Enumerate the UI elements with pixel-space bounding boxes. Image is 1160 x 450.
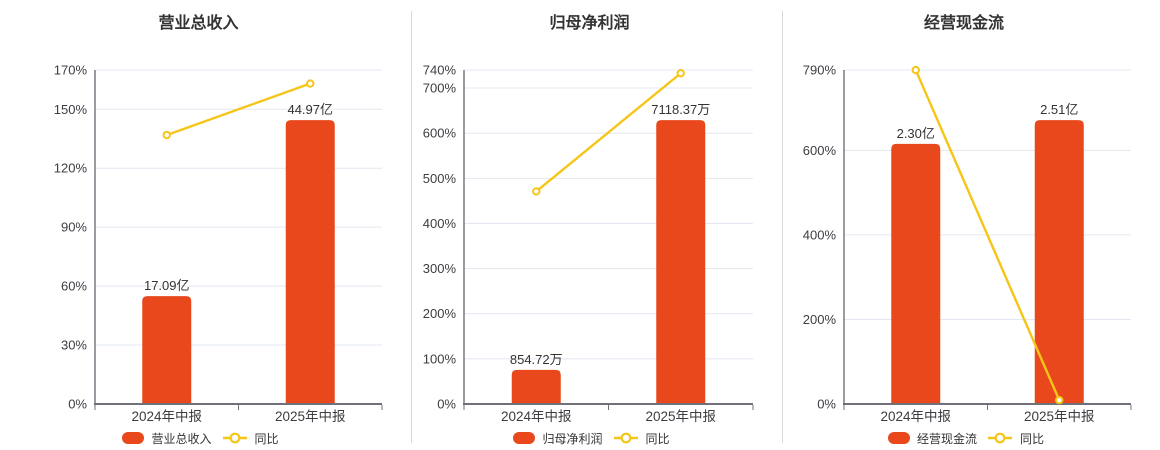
yoy-marker-2025年中报[interactable] <box>1055 395 1064 405</box>
legend-item-cash-flow-yoy[interactable]: 同比 <box>987 430 1044 447</box>
panel-total-revenue: 营业总收入 0% 30% 60% 90% 120% 150% 170% 17.09亿 44.97… <box>0 0 411 450</box>
legend-item-net-profit-yoy[interactable]: 同比 <box>613 430 670 447</box>
chart-text: 854.72万 <box>510 352 563 367</box>
panel-divider <box>411 11 412 443</box>
line-marker-icon <box>613 432 638 444</box>
bar-2025年中报[interactable] <box>1034 120 1084 404</box>
chart-text: 2.51亿 <box>1040 102 1078 117</box>
yoy-marker-2025年中报[interactable] <box>306 79 315 88</box>
legend-item-revenue-yoy[interactable]: 同比 <box>222 430 279 447</box>
chart-text: 300% <box>423 261 457 276</box>
chart-title-net-profit: 归母净利润 <box>549 15 630 32</box>
cash-flow-chart-legend: 经营现金流 同比 <box>782 430 1150 446</box>
chart-text: 170% <box>54 63 88 78</box>
bar-swatch-icon <box>513 432 536 444</box>
legend-label-bar: 归母净利润 <box>542 431 603 446</box>
legend-item-cash-flow-bar[interactable]: 经营现金流 <box>887 430 977 447</box>
chart-text: 0% <box>68 397 87 412</box>
yoy-marker-2024年中报[interactable] <box>532 187 541 196</box>
panel-net-profit: 归母净利润 0% 100% 200% 300% 400% 500% 600% 700% 740%… <box>411 0 782 450</box>
chart-text: 2024年中报 <box>131 409 202 424</box>
chart-text: 7118.37万 <box>651 102 710 117</box>
chart-text: 790% <box>803 63 837 78</box>
chart-title-revenue: 营业总收入 <box>158 15 239 32</box>
revenue-chart-legend: 营业总收入 同比 <box>0 430 401 446</box>
chart-text: 2024年中报 <box>880 409 951 424</box>
panel-operating-cash-flow: 经营现金流 0% 200% 400% 600% 790% 2.30亿 2.51亿 2024年中… <box>782 0 1160 450</box>
yoy-line[interactable] <box>535 72 682 193</box>
bar-2024年中报[interactable] <box>511 369 561 404</box>
yoy-line[interactable] <box>914 69 1061 401</box>
legend-label-line: 同比 <box>645 431 670 446</box>
chart-text: 30% <box>61 338 87 353</box>
chart-text: 2.30亿 <box>897 126 935 141</box>
legend-label-line: 同比 <box>1020 431 1045 446</box>
chart-text: 600% <box>423 126 457 141</box>
chart-text: 0% <box>437 397 456 412</box>
bar-2025年中报[interactable] <box>656 120 706 404</box>
net-profit-chart-plot[interactable]: 0% 100% 200% 300% 400% 500% 600% 700% 740% 854.72… <box>411 0 782 450</box>
chart-text: 90% <box>61 220 87 235</box>
chart-text: 17.09亿 <box>144 278 190 293</box>
chart-text: 2025年中报 <box>645 409 716 424</box>
legend-item-net-profit-bar[interactable]: 归母净利润 <box>513 430 603 447</box>
chart-text: 150% <box>54 102 88 117</box>
legend-label-bar: 经营现金流 <box>916 431 977 446</box>
yoy-marker-2024年中报[interactable] <box>162 130 171 140</box>
chart-text: 2024年中报 <box>501 409 572 424</box>
chart-text: 2025年中报 <box>1024 409 1095 424</box>
legend-item-revenue-bar[interactable]: 营业总收入 <box>122 430 212 447</box>
panel-divider <box>782 11 783 443</box>
chart-text: 100% <box>423 351 457 366</box>
bar-swatch-icon <box>122 432 145 444</box>
yoy-marker-2025年中报[interactable] <box>676 69 685 78</box>
chart-title-cash-flow: 经营现金流 <box>923 15 1004 32</box>
yoy-line[interactable] <box>166 82 311 137</box>
chart-text: 0% <box>817 397 836 412</box>
chart-text: 400% <box>803 227 837 242</box>
legend-label-line: 同比 <box>254 431 279 446</box>
yoy-marker-2024年中报[interactable] <box>911 65 920 75</box>
chart-text: 120% <box>54 161 88 176</box>
revenue-chart-plot[interactable]: 0% 30% 60% 90% 120% 150% 170% 17.09亿 44.97亿 2024年… <box>0 0 411 450</box>
chart-text: 200% <box>423 306 457 321</box>
chart-text: 700% <box>423 81 457 96</box>
chart-text: 44.97亿 <box>287 102 333 117</box>
chart-text: 2025年中报 <box>275 409 346 424</box>
chart-text: 60% <box>61 279 87 294</box>
chart-text: 400% <box>423 216 457 231</box>
legend-label-bar: 营业总收入 <box>151 431 212 446</box>
bar-2024年中报[interactable] <box>891 143 941 404</box>
bar-2024年中报[interactable] <box>142 296 192 404</box>
line-marker-icon <box>222 432 247 444</box>
cash-flow-chart-plot[interactable]: 0% 200% 400% 600% 790% 2.30亿 2.51亿 2024年中报 2025年… <box>782 0 1160 450</box>
line-marker-icon <box>988 432 1012 444</box>
net-profit-chart-legend: 归母净利润 同比 <box>411 430 772 446</box>
chart-text: 600% <box>803 143 837 158</box>
chart-text: 500% <box>423 171 457 186</box>
chart-text: 740% <box>423 63 457 78</box>
bar-2025年中报[interactable] <box>285 120 335 404</box>
chart-text: 200% <box>803 312 837 327</box>
bar-swatch-icon <box>887 432 910 444</box>
